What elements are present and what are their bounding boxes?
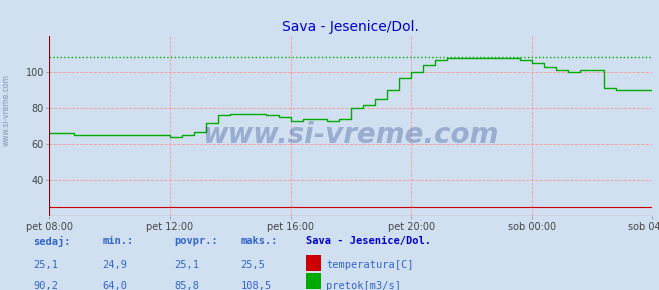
Text: 25,5: 25,5 [241,260,266,269]
Text: min.:: min.: [102,236,133,246]
Text: 64,0: 64,0 [102,281,127,290]
Text: povpr.:: povpr.: [175,236,218,246]
Text: temperatura[C]: temperatura[C] [326,260,414,269]
Text: www.si-vreme.com: www.si-vreme.com [203,121,499,149]
Text: 85,8: 85,8 [175,281,200,290]
Text: Sava - Jesenice/Dol.: Sava - Jesenice/Dol. [306,236,432,246]
Title: Sava - Jesenice/Dol.: Sava - Jesenice/Dol. [283,20,419,34]
Text: www.si-vreme.com: www.si-vreme.com [2,74,11,146]
Text: 90,2: 90,2 [33,281,58,290]
Text: 25,1: 25,1 [33,260,58,269]
Text: 25,1: 25,1 [175,260,200,269]
Text: 24,9: 24,9 [102,260,127,269]
Text: sedaj:: sedaj: [33,236,71,247]
Text: 108,5: 108,5 [241,281,272,290]
Text: maks.:: maks.: [241,236,278,246]
Text: pretok[m3/s]: pretok[m3/s] [326,281,401,290]
